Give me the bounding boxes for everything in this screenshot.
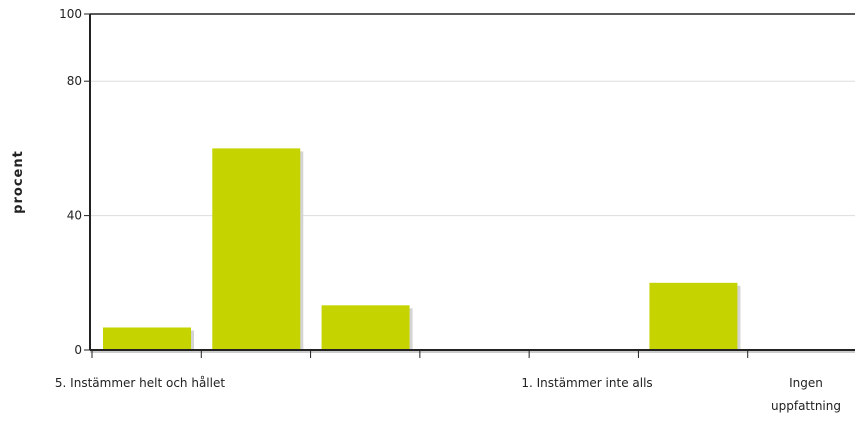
y-tick-label-80: 80 — [67, 74, 82, 88]
y-axis-title: procent — [11, 150, 26, 214]
y-ticks: 0 40 80 100 — [59, 7, 90, 357]
bar-1 — [212, 148, 301, 350]
bar-0 — [103, 327, 191, 350]
x-tick-label-0: 5. Instämmer helt och hållet — [55, 376, 225, 390]
bar-5 — [649, 282, 738, 350]
x-tick-labels: 5. Instämmer helt och hållet 1. Instämmer… — [55, 376, 841, 413]
y-tick-label-0: 0 — [74, 343, 82, 357]
bar-shadows — [106, 151, 741, 353]
x-tick-label-5: Ingen uppfattning — [771, 376, 841, 413]
x-ticks — [91, 350, 749, 358]
axes — [89, 13, 855, 353]
y-tick-label-100: 100 — [59, 7, 82, 21]
bars — [103, 148, 738, 350]
bar-2 — [321, 305, 410, 350]
x-tick-label-4: 1. Instämmer inte alls — [521, 376, 652, 390]
grid-lines — [90, 80, 855, 217]
y-tick-label-40: 40 — [67, 209, 82, 223]
